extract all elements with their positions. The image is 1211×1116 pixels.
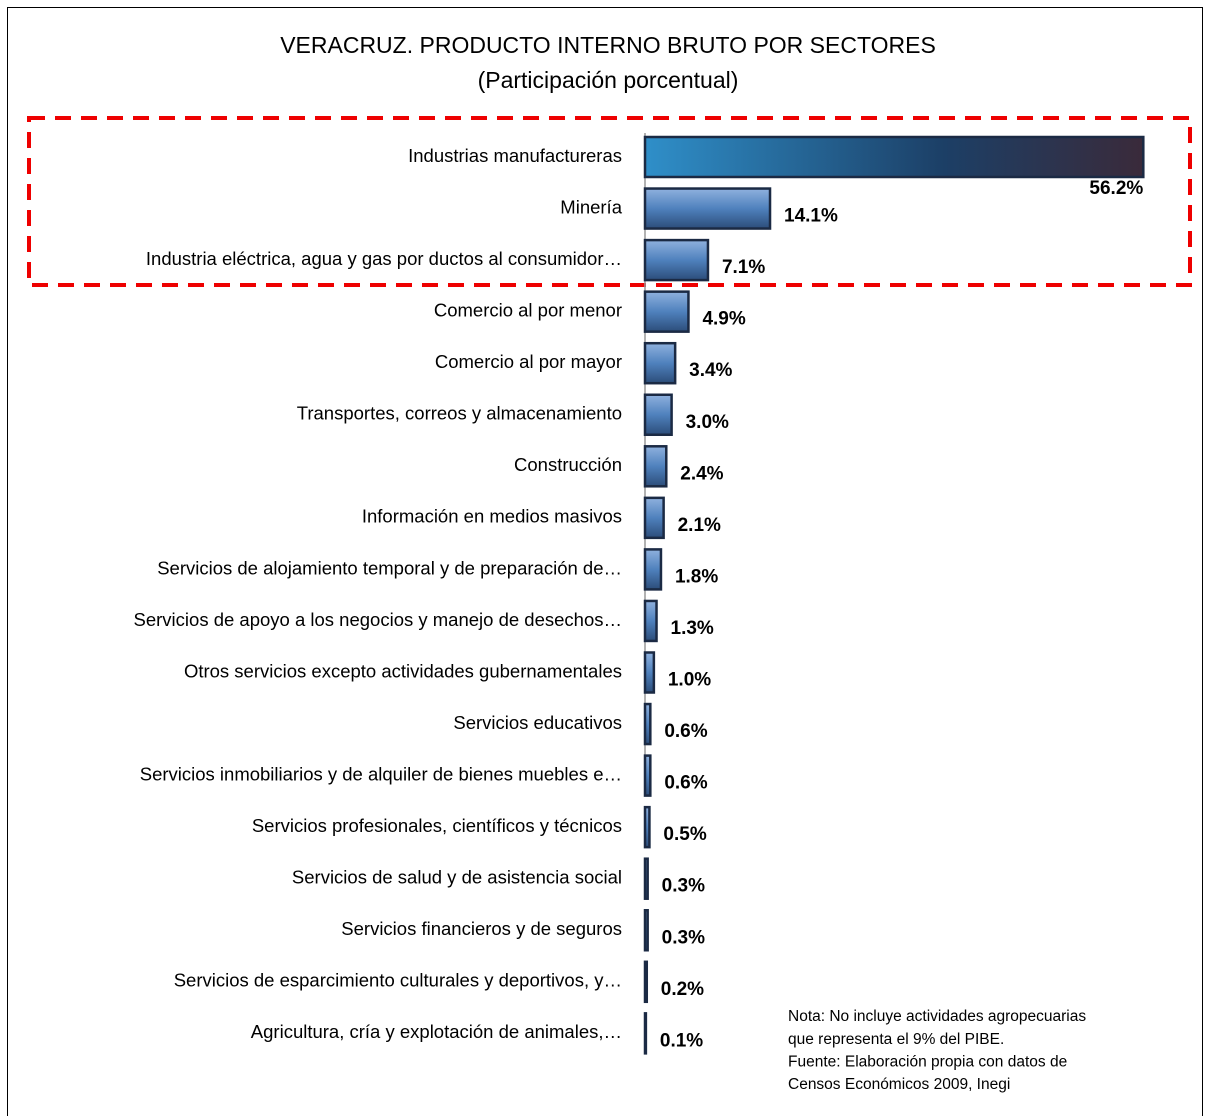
bar — [645, 704, 650, 744]
note: que representa el 9% del PIBE. — [788, 1031, 1004, 1048]
bar — [645, 292, 688, 332]
value-label: 14.1% — [784, 206, 838, 227]
bar — [645, 189, 770, 229]
value-label: 3.0% — [686, 412, 729, 433]
category-label: Otros servicios excepto actividades gube… — [184, 660, 622, 681]
bar — [645, 343, 675, 383]
value-label: 2.1% — [678, 515, 721, 536]
category-label: Construcción — [514, 454, 622, 475]
value-label: 0.2% — [661, 979, 704, 1000]
bar — [645, 962, 647, 1002]
category-label: Comercio al por menor — [434, 300, 622, 321]
category-label: Comercio al por mayor — [435, 351, 622, 372]
value-label: 0.5% — [663, 824, 706, 845]
category-label: Agricultura, cría y explotación de anima… — [251, 1021, 622, 1042]
chart: VERACRUZ. PRODUCTO INTERNO BRUTO POR SEC… — [0, 0, 1211, 1116]
category-label: Servicios educativos — [453, 712, 622, 733]
value-label: 56.2% — [1089, 178, 1143, 199]
category-label: Industrias manufactureras — [408, 145, 622, 166]
chart-subtitle: (Participación porcentual) — [478, 67, 739, 93]
page: {"chart_data": {"type": "bar", "orientat… — [0, 0, 1211, 1116]
value-label: 3.4% — [689, 360, 732, 381]
bar — [645, 446, 666, 486]
bar — [645, 859, 648, 899]
bar — [645, 137, 1143, 177]
category-label: Minería — [560, 196, 622, 217]
category-label: Industria eléctrica, agua y gas por duct… — [146, 248, 622, 269]
bar — [645, 910, 648, 950]
value-label: 0.3% — [662, 876, 705, 897]
bar — [645, 601, 657, 641]
bar — [645, 240, 708, 280]
value-label: 1.3% — [671, 618, 714, 639]
category-label: Transportes, correos y almacenamiento — [297, 403, 622, 424]
category-label: Servicios de apoyo a los negocios y mane… — [134, 609, 622, 630]
category-label: Servicios de esparcimiento culturales y … — [174, 970, 622, 991]
bar — [645, 549, 661, 589]
bar — [645, 807, 649, 847]
value-label: 4.9% — [702, 309, 745, 330]
category-label: Servicios inmobiliarios y de alquiler de… — [140, 763, 622, 784]
category-label: Servicios de alojamiento temporal y de p… — [157, 557, 622, 578]
bar — [645, 653, 654, 693]
chart-title: VERACRUZ. PRODUCTO INTERNO BRUTO POR SEC… — [280, 32, 936, 58]
category-label: Servicios de salud y de asistencia socia… — [292, 867, 622, 888]
bar — [645, 395, 672, 435]
category-label: Servicios financieros y de seguros — [341, 918, 622, 939]
value-label: 7.1% — [722, 257, 765, 278]
category-label: Servicios profesionales, científicos y t… — [252, 815, 622, 836]
bar — [645, 1013, 646, 1053]
bar — [645, 498, 664, 538]
note: Censos Económicos 2009, Inegi — [788, 1076, 1010, 1093]
value-label: 2.4% — [680, 463, 723, 484]
value-label: 0.1% — [660, 1030, 703, 1051]
note: Fuente: Elaboración propia con datos de — [788, 1053, 1067, 1070]
value-label: 1.8% — [675, 566, 718, 587]
value-label: 0.6% — [664, 721, 707, 742]
value-label: 1.0% — [668, 670, 711, 691]
category-label: Información en medios masivos — [362, 506, 622, 527]
value-label: 0.3% — [662, 927, 705, 948]
note: Nota: No incluye actividades agropecuari… — [788, 1008, 1086, 1025]
bar — [645, 756, 650, 796]
value-label: 0.6% — [664, 773, 707, 794]
